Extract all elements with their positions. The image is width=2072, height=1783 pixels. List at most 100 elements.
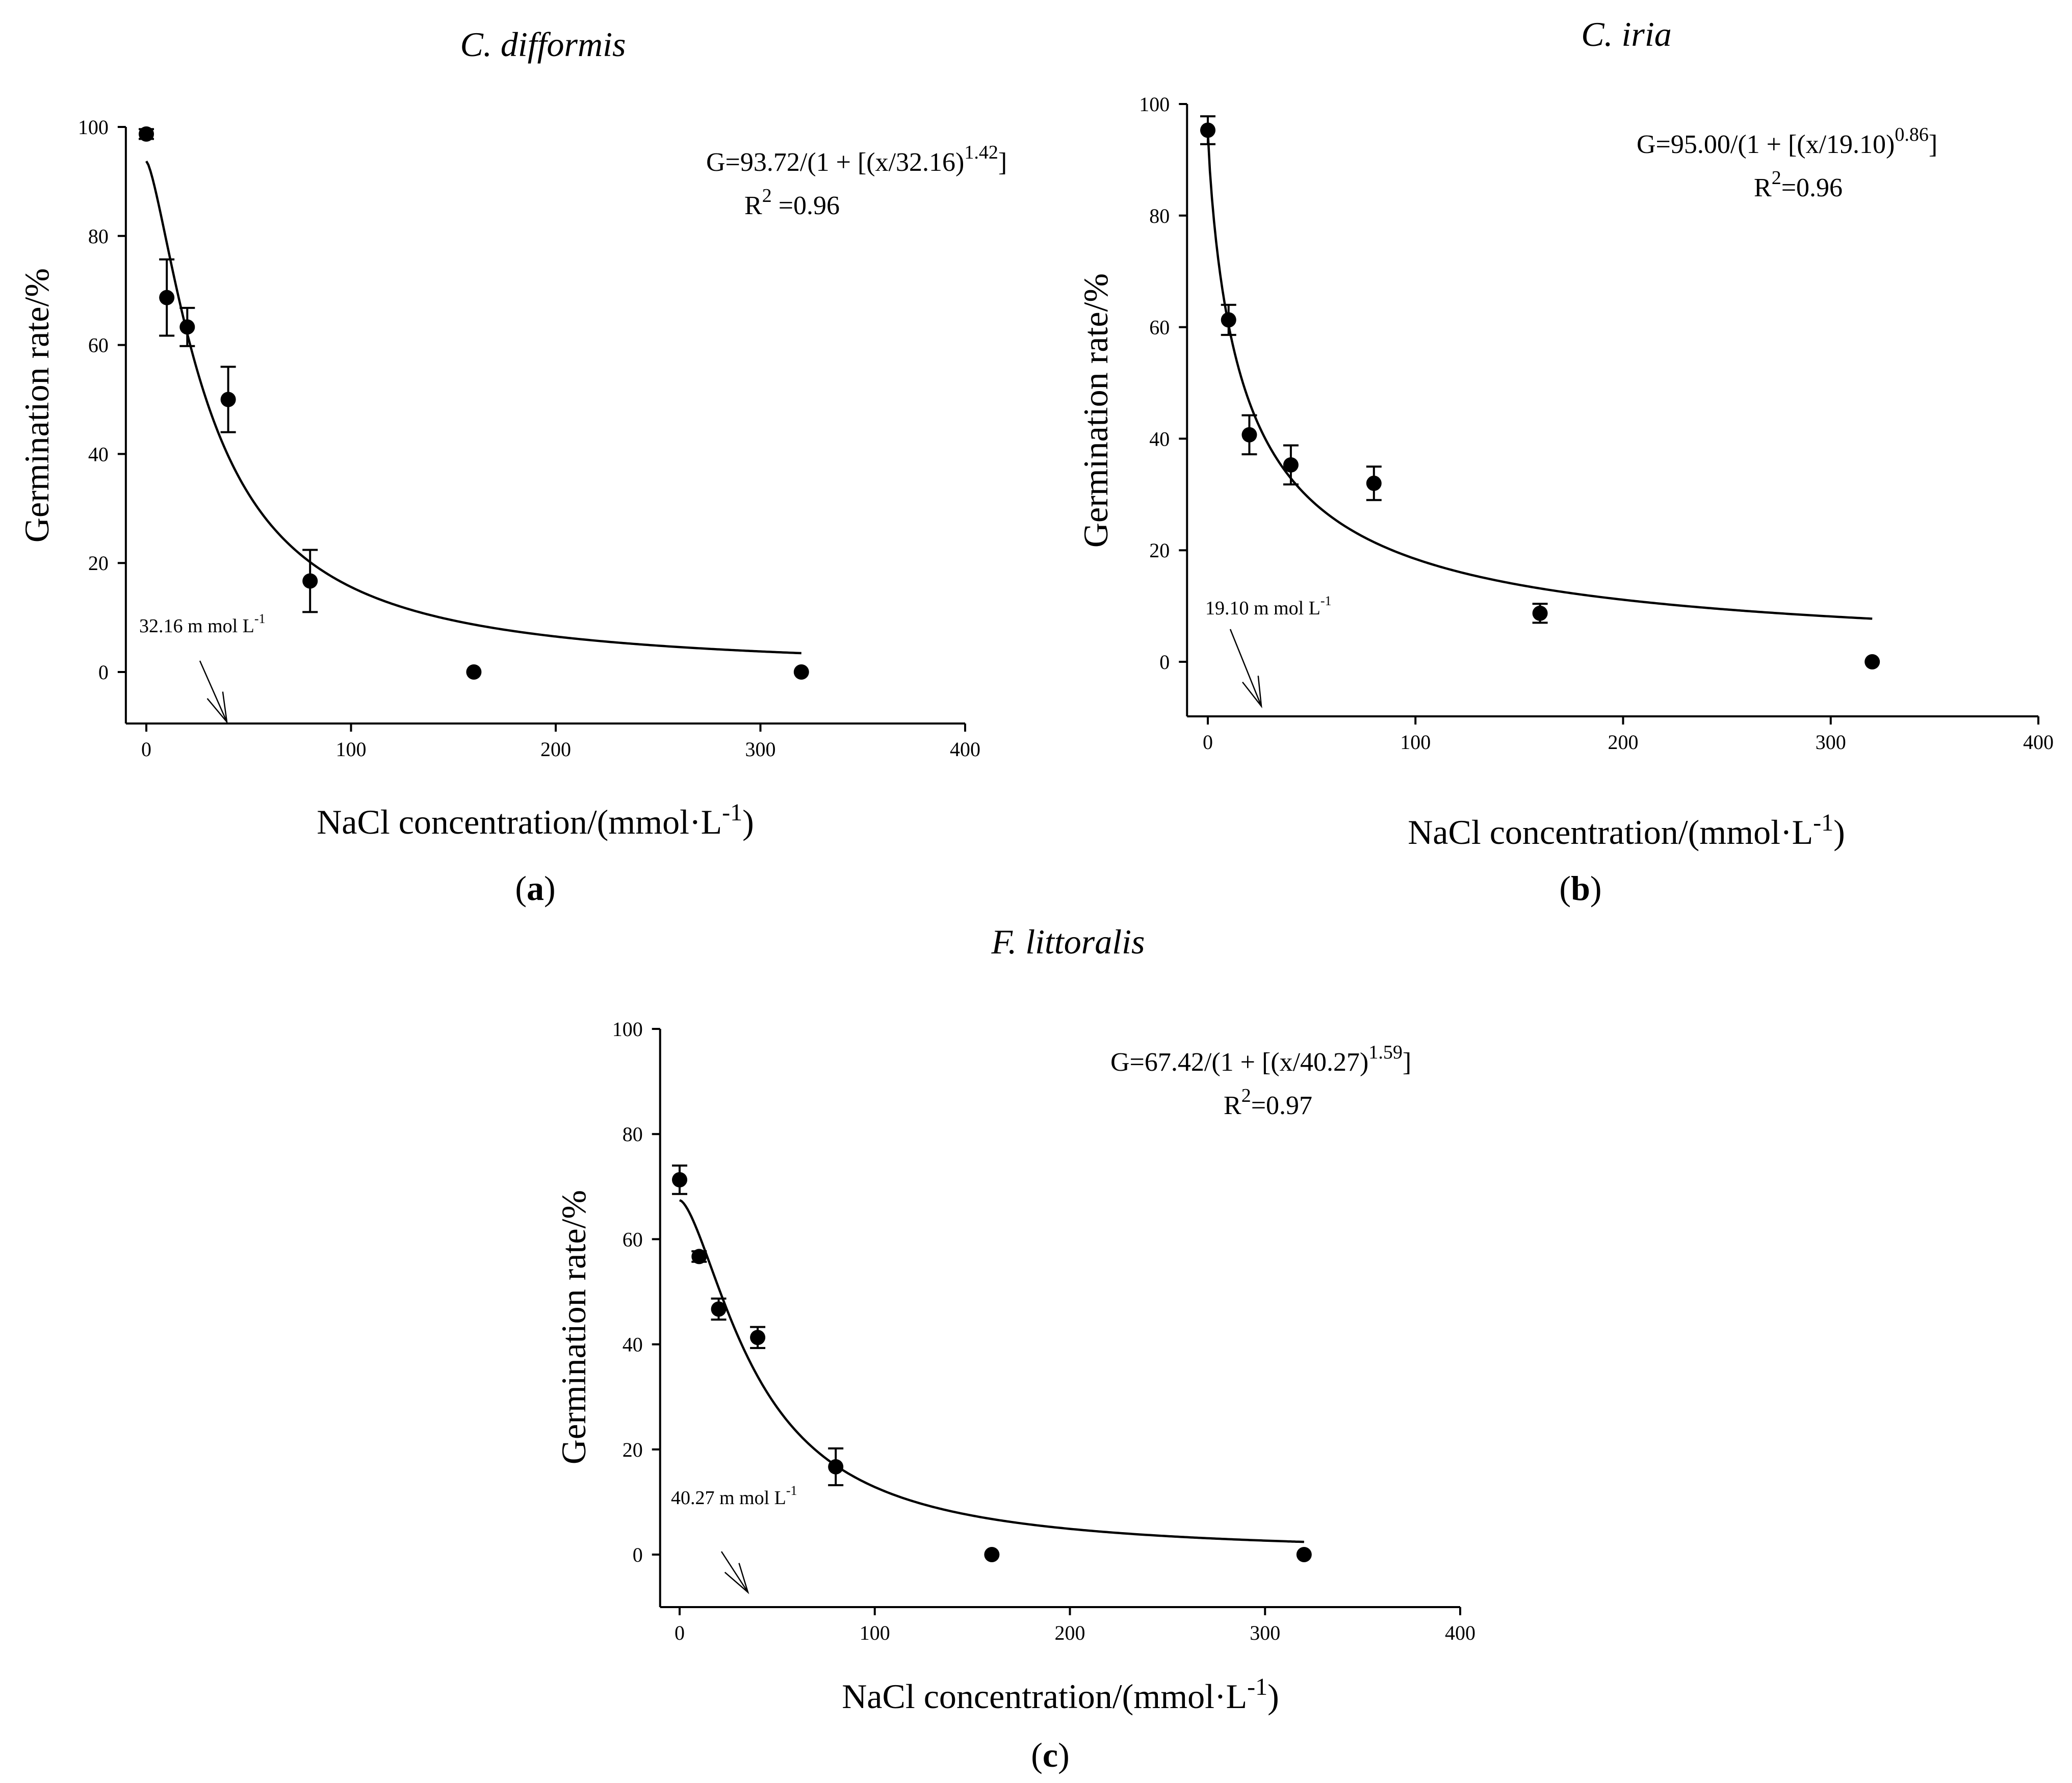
fit-curve	[679, 1199, 1304, 1543]
fit-equation-close: ]	[998, 148, 1007, 177]
data-point	[159, 290, 175, 305]
y-tick-label: 40	[88, 443, 109, 466]
x-axis-label-close: )	[742, 803, 754, 841]
y-axis-label: Germination rate/%	[1076, 273, 1115, 548]
data-point	[1221, 312, 1236, 328]
panel-label-open: (	[515, 869, 527, 908]
panel-label-letter: a	[527, 869, 544, 908]
panel-label: (b)	[1559, 869, 1601, 908]
data-point	[1200, 122, 1215, 138]
data-point	[302, 573, 318, 589]
ec50-annotation-sup: -1	[786, 1483, 797, 1498]
ec50-arrow	[1229, 629, 1262, 707]
x-axis-label: NaCl concentration/(mmol·L-1)	[842, 1673, 1279, 1716]
fit-equation-text: G=67.42/(1 + [(x/40.27)	[1110, 1048, 1368, 1077]
panel-label-open: (	[1031, 1736, 1043, 1774]
fit-equation: G=95.00/(1 + [(x/19.10)0.86]	[1637, 124, 1937, 159]
panel-c: F. littoralis 0 20 40 60 80 100 0 100 200 300 400 Na…	[554, 922, 1475, 1774]
x-axis-label-text: NaCl concentration/(mmol·L	[1408, 813, 1813, 851]
panel-label-letter: c	[1043, 1736, 1058, 1774]
y-tick-label: 80	[88, 225, 109, 248]
data-point	[1532, 605, 1548, 621]
ec50-annotation-text: 19.10 m mol L	[1205, 598, 1320, 619]
ec50-annotation-sup: -1	[254, 611, 266, 626]
x-tick-label: 0	[1203, 731, 1213, 754]
y-tick-label: 100	[78, 116, 109, 139]
ec50-arrow-head	[1242, 676, 1262, 709]
y-tick-label: 0	[633, 1543, 643, 1566]
y-tick-label: 20	[623, 1438, 643, 1461]
panel-label: (a)	[515, 869, 555, 908]
y-tick-label: 60	[1149, 316, 1170, 339]
panel-label-close: )	[1590, 869, 1602, 908]
data-point	[466, 664, 482, 680]
data-point	[711, 1301, 727, 1317]
ec50-annotation-text: 32.16 m mol L	[139, 615, 254, 637]
x-tick-label: 100	[860, 1621, 890, 1644]
y-tick-label: 0	[98, 661, 109, 684]
fit-equation-exponent: 1.42	[964, 142, 998, 163]
x-tick-label: 400	[1445, 1621, 1475, 1644]
fit-curve	[1206, 132, 1873, 620]
ec50-arrow	[199, 660, 228, 722]
r-squared-exponent: 2	[1772, 167, 1781, 189]
data-point	[828, 1459, 844, 1475]
panel-title: C. iria	[1581, 15, 1672, 54]
fit-equation-exponent: 0.86	[1895, 124, 1929, 145]
ec50-annotation-text: 40.27 m mol L	[671, 1487, 786, 1509]
panel-label-close: )	[1058, 1736, 1070, 1774]
data-point	[1864, 654, 1880, 669]
fit-equation-exponent: 1.59	[1368, 1042, 1403, 1063]
panel-a: C. difformis 0 20 40 60 80 100 0 100 200 300 400 NaC…	[17, 25, 1007, 908]
fit-equation-close: ]	[1403, 1048, 1411, 1077]
x-tick-label: 0	[675, 1621, 685, 1644]
fit-equation-close: ]	[1929, 130, 1937, 159]
x-tick-label: 400	[2023, 731, 2054, 754]
y-axis-label: Germination rate/%	[554, 1190, 593, 1464]
x-tick-label: 300	[1816, 731, 1846, 754]
panel-label: (c)	[1031, 1736, 1070, 1774]
r-squared-value: =0.97	[1251, 1091, 1312, 1120]
r-squared-exponent: 2	[1241, 1085, 1251, 1106]
y-tick-label: 20	[88, 552, 109, 575]
x-axis-label-text: NaCl concentration/(mmol·L	[317, 803, 722, 841]
x-axis-label-sup: -1	[1247, 1673, 1267, 1700]
fit-curve	[145, 161, 801, 655]
data-point	[139, 126, 154, 142]
y-tick-label: 20	[1149, 539, 1170, 562]
r-squared: R2 =0.96	[744, 185, 840, 220]
x-axis-label-text: NaCl concentration/(mmol·L	[842, 1677, 1247, 1716]
x-tick-label: 400	[950, 738, 980, 761]
x-tick-label: 100	[1400, 731, 1431, 754]
x-tick-label: 100	[336, 738, 367, 761]
x-axis-label-close: )	[1267, 1677, 1279, 1716]
y-tick-label: 100	[1139, 93, 1170, 116]
y-tick-label: 80	[1149, 204, 1170, 227]
fit-equation-text: G=95.00/(1 + [(x/19.10)	[1637, 130, 1895, 159]
x-tick-label: 200	[1055, 1621, 1085, 1644]
r-squared-value: =0.96	[1781, 173, 1843, 202]
y-tick-label: 80	[623, 1123, 643, 1146]
y-axis-label: Germination rate/%	[17, 268, 56, 542]
ec50-arrow-head	[724, 1563, 749, 1594]
y-tick-label: 40	[623, 1333, 643, 1356]
data-point	[1283, 457, 1299, 473]
x-tick-label: 300	[745, 738, 776, 761]
panel-title: C. difformis	[460, 25, 626, 64]
fit-equation: G=93.72/(1 + [(x/32.16)1.42]	[706, 142, 1007, 177]
r-squared: R2=0.97	[1224, 1085, 1312, 1120]
ec50-annotation-sup: -1	[1320, 593, 1332, 608]
x-axis-label: NaCl concentration/(mmol·L-1)	[1408, 809, 1845, 851]
data-point	[691, 1249, 707, 1264]
x-tick-label: 200	[540, 738, 571, 761]
x-axis-label-sup: -1	[1813, 809, 1833, 836]
data-point	[750, 1330, 766, 1346]
fit-equation-text: G=93.72/(1 + [(x/32.16)	[706, 148, 964, 177]
ec50-annotation: 32.16 m mol L-1	[139, 611, 266, 637]
fit-equation: G=67.42/(1 + [(x/40.27)1.59]	[1110, 1042, 1411, 1077]
data-point	[179, 319, 195, 335]
y-tick-label: 0	[1159, 651, 1170, 674]
x-tick-label: 0	[141, 738, 151, 761]
r-squared-value: =0.96	[772, 191, 840, 220]
